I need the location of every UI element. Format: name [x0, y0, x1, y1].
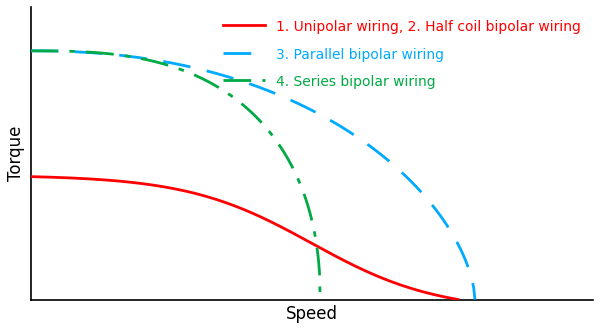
X-axis label: Speed: Speed	[286, 305, 338, 323]
Legend: 1. Unipolar wiring, 2. Half coil bipolar wiring, 3. Parallel bipolar wiring, 4. : 1. Unipolar wiring, 2. Half coil bipolar…	[217, 14, 586, 94]
Y-axis label: Torque: Torque	[7, 125, 25, 181]
